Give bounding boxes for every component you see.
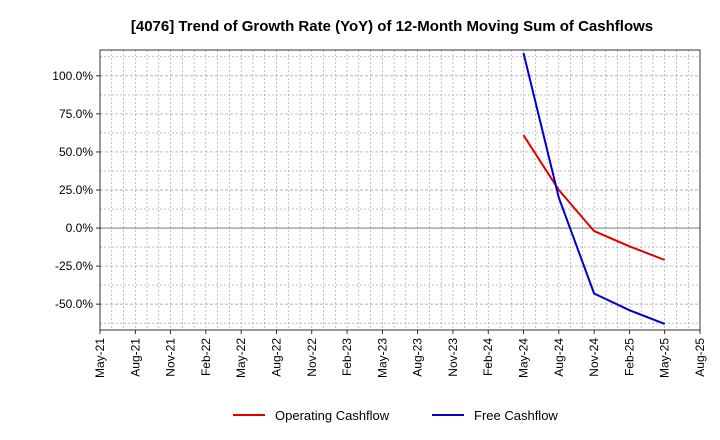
x-tick-label: Nov-22 <box>305 338 319 377</box>
y-tick-label: 0.0% <box>66 221 94 235</box>
x-tick-label: Feb-23 <box>340 338 354 376</box>
x-tick-label: Aug-23 <box>411 338 425 377</box>
x-tick-label: Feb-25 <box>622 338 636 376</box>
chart-title: [4076] Trend of Growth Rate (YoY) of 12-… <box>131 18 653 35</box>
x-tick-label: May-23 <box>375 338 389 378</box>
x-tick-label: May-21 <box>93 338 107 378</box>
legend-label: Operating Cashflow <box>275 408 390 423</box>
series-layer <box>522 52 666 325</box>
x-tick-label: Feb-24 <box>481 338 495 376</box>
y-tick-label: -25.0% <box>55 259 93 273</box>
y-tick-label: -50.0% <box>55 297 93 311</box>
x-tick-label: Nov-21 <box>164 338 178 377</box>
x-tick-label: Nov-24 <box>587 338 601 377</box>
legend-label: Free Cashflow <box>474 408 558 423</box>
y-tick-label: 75.0% <box>59 107 93 121</box>
x-axis-ticks: May-21 Aug-21 Nov-21 Feb-22 May-22 Aug-22 Nov-… <box>93 330 707 378</box>
x-tick-label: May-24 <box>517 338 531 378</box>
y-axis-ticks: 100.0% 75.0% 50.0% 25.0% 0.0% -25.0% -50.0% <box>52 69 100 311</box>
x-tick-label: Aug-24 <box>552 338 566 377</box>
series-line-free-cashflow <box>522 52 666 325</box>
x-tick-label: Aug-21 <box>128 338 142 377</box>
x-tick-label: Aug-25 <box>693 338 707 377</box>
y-tick-label: 100.0% <box>52 69 93 83</box>
legend: Operating Cashflow Free Cashflow <box>233 408 558 423</box>
x-tick-label: May-22 <box>234 338 248 378</box>
y-tick-label: 50.0% <box>59 145 93 159</box>
x-tick-label: Nov-23 <box>446 338 460 377</box>
grid-lines <box>100 50 700 330</box>
x-tick-label: May-25 <box>658 338 672 378</box>
x-tick-label: Feb-22 <box>199 338 213 376</box>
y-tick-label: 25.0% <box>59 183 93 197</box>
x-tick-label: Aug-22 <box>269 338 283 377</box>
series-line-operating-cashflow <box>522 134 666 261</box>
